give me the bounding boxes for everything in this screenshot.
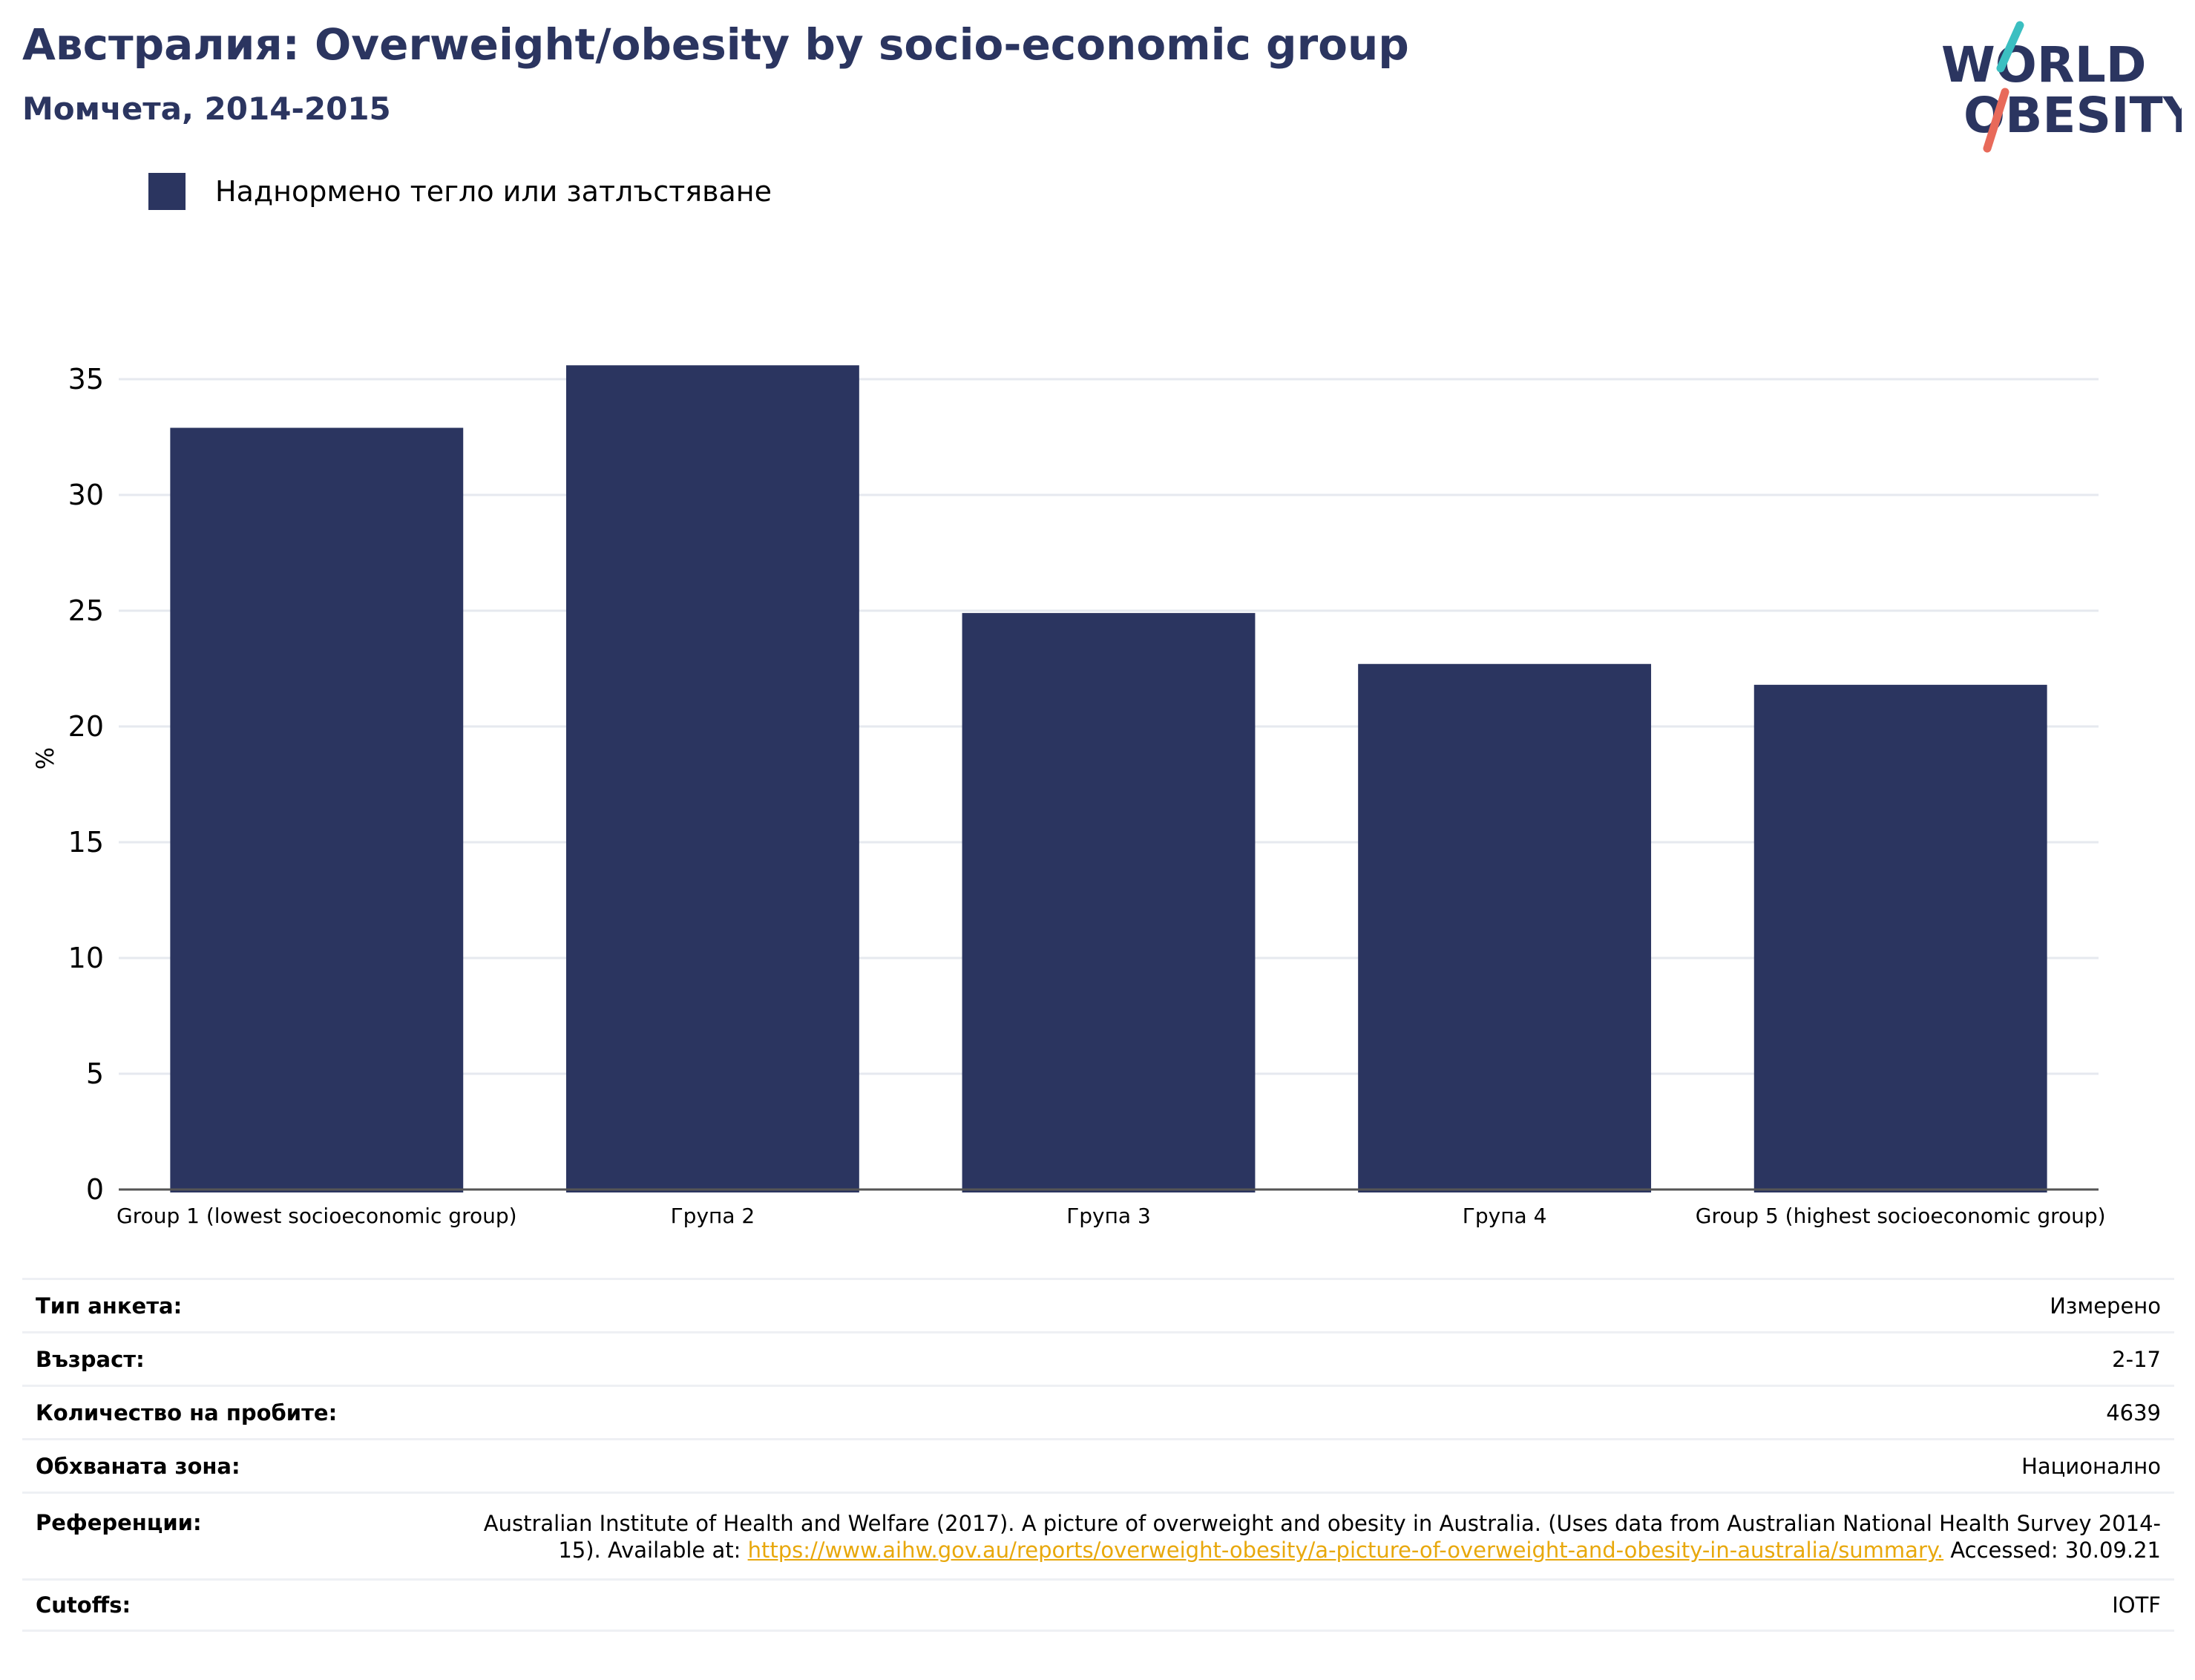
y-tick-label: 30	[68, 479, 104, 511]
detail-label: Количество на пробите:	[36, 1400, 338, 1425]
detail-label: Cutoffs:	[36, 1592, 131, 1618]
bar	[170, 427, 464, 1192]
y-tick-label: 20	[68, 710, 104, 743]
detail-value: IOTF	[2112, 1592, 2161, 1618]
detail-row-area-covered: Обхваната зона: Национално	[22, 1438, 2174, 1492]
x-tick-label: Група 4	[1463, 1204, 1547, 1228]
x-tick-label: Група 3	[1066, 1204, 1151, 1228]
x-tick-label: Group 1 (lowest socioeconomic group)	[117, 1204, 517, 1228]
detail-row-survey-type: Тип анкета: Измерено	[22, 1278, 2174, 1331]
y-tick-label: 35	[68, 363, 104, 396]
bar	[565, 365, 859, 1192]
detail-value: Australian Institute of Health and Welfa…	[469, 1510, 2161, 1563]
detail-value: 4639	[2106, 1400, 2161, 1425]
bar	[962, 613, 1256, 1192]
legend-swatch	[148, 173, 186, 210]
bar-chart: 0 5 10 15 20 25 30 35% Group 1 (lowest socioecon…	[31, 363, 2106, 1228]
detail-row-references: Референции: Australian Institute of Heal…	[22, 1492, 2174, 1578]
detail-label: Обхваната зона:	[36, 1453, 240, 1479]
reference-text: Australian Institute of Health and Welfa…	[483, 1511, 2161, 1563]
bar	[1358, 663, 1652, 1192]
legend-label: Наднормено тегло или затлъстяване	[215, 175, 772, 208]
y-tick-label: 0	[86, 1173, 104, 1206]
detail-label: Възраст:	[36, 1346, 145, 1372]
y-tick-label: 15	[68, 826, 104, 859]
chart-title: Австралия: Overweight/obesity by socio-e…	[22, 19, 1409, 70]
detail-label: Референции:	[36, 1510, 202, 1535]
reference-accessed: Accessed: 30.09.21	[1943, 1538, 2161, 1563]
chart-subtitle: Момчета, 2014-2015	[22, 91, 391, 127]
detail-row-age: Възраст: 2-17	[22, 1331, 2174, 1385]
detail-value: Измерено	[2050, 1293, 2161, 1319]
detail-value: 2-17	[2112, 1346, 2161, 1372]
world-obesity-logo: WORLD OBESITY	[1941, 21, 2182, 153]
y-tick-label: 10	[68, 942, 104, 974]
legend: Наднормено тегло или затлъстяване	[148, 172, 772, 211]
reference-link[interactable]: https://www.aihw.gov.au/reports/overweig…	[747, 1538, 1944, 1563]
x-tick-label: Group 5 (highest socioeconomic group)	[1696, 1204, 2106, 1228]
survey-details-table: Тип анкета: Измерено Възраст: 2-17 Колич…	[22, 1278, 2174, 1632]
y-tick-label: 5	[86, 1057, 104, 1090]
detail-value: Национално	[2021, 1453, 2161, 1479]
svg-text:WORLD: WORLD	[1941, 36, 2147, 93]
y-axis-label: %	[31, 747, 59, 770]
detail-row-cutoffs: Cutoffs: IOTF	[22, 1578, 2174, 1632]
detail-label: Тип анкета:	[36, 1293, 183, 1319]
y-tick-label: 25	[68, 594, 104, 627]
bar	[1753, 684, 2047, 1192]
x-tick-label: Група 2	[671, 1204, 755, 1228]
detail-row-sample-size: Количество на пробите: 4639	[22, 1385, 2174, 1438]
